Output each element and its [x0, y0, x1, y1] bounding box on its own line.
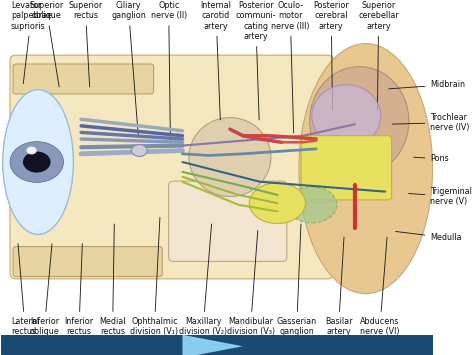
Circle shape — [132, 144, 147, 157]
Ellipse shape — [249, 183, 305, 224]
FancyBboxPatch shape — [10, 55, 333, 279]
Text: Gasserian
ganglion: Gasserian ganglion — [277, 224, 317, 337]
Text: Trochlear
nerve (IV): Trochlear nerve (IV) — [392, 113, 470, 132]
Text: Posterior
communi-
cating
artery: Posterior communi- cating artery — [236, 1, 276, 120]
Text: Levator
palpebrae
suprioris: Levator palpebrae suprioris — [11, 1, 52, 84]
Text: Basilar
artery: Basilar artery — [325, 237, 352, 337]
Ellipse shape — [299, 44, 433, 294]
Text: Midbrain: Midbrain — [389, 80, 465, 89]
Text: Abducens
nerve (VI): Abducens nerve (VI) — [360, 237, 400, 337]
Circle shape — [23, 152, 51, 173]
FancyBboxPatch shape — [13, 247, 162, 277]
Ellipse shape — [312, 85, 381, 147]
Ellipse shape — [287, 187, 337, 223]
Text: Mandibular
division (V₃): Mandibular division (V₃) — [227, 231, 274, 337]
FancyBboxPatch shape — [301, 136, 392, 200]
Text: Superior
cerebellar
artery: Superior cerebellar artery — [358, 1, 399, 110]
Text: Inferior
rectus: Inferior rectus — [64, 244, 93, 337]
Text: Trigeminal
nerve (V): Trigeminal nerve (V) — [409, 187, 472, 206]
Text: Inferior
oblique: Inferior oblique — [30, 244, 59, 337]
Text: Internal
carotid
artery: Internal carotid artery — [201, 1, 232, 120]
Text: Oculo-
motor
nerve (III): Oculo- motor nerve (III) — [271, 1, 310, 133]
FancyBboxPatch shape — [169, 181, 287, 261]
Text: Medulla: Medulla — [396, 231, 462, 242]
Ellipse shape — [310, 67, 409, 175]
Text: Optic
nerve (II): Optic nerve (II) — [151, 1, 187, 136]
Text: Ophthalmic
division (V₁): Ophthalmic division (V₁) — [130, 218, 179, 337]
Circle shape — [27, 147, 37, 154]
Text: Superior
rectus: Superior rectus — [68, 1, 102, 87]
Text: Maxillary
division (V₂): Maxillary division (V₂) — [179, 224, 227, 337]
Text: Ciliary
ganglion: Ciliary ganglion — [111, 1, 146, 136]
Text: Superior
oblique: Superior oblique — [29, 1, 64, 87]
FancyBboxPatch shape — [13, 64, 154, 94]
Ellipse shape — [189, 118, 271, 197]
Circle shape — [10, 142, 64, 182]
Text: Posterior
cerebral
artery: Posterior cerebral artery — [313, 1, 349, 110]
Text: Lateral
rectus: Lateral rectus — [11, 244, 39, 337]
Ellipse shape — [3, 90, 73, 234]
Text: Medial
rectus: Medial rectus — [100, 224, 126, 337]
Bar — [1, 335, 433, 355]
Polygon shape — [182, 335, 243, 355]
Text: Pons: Pons — [414, 154, 449, 163]
